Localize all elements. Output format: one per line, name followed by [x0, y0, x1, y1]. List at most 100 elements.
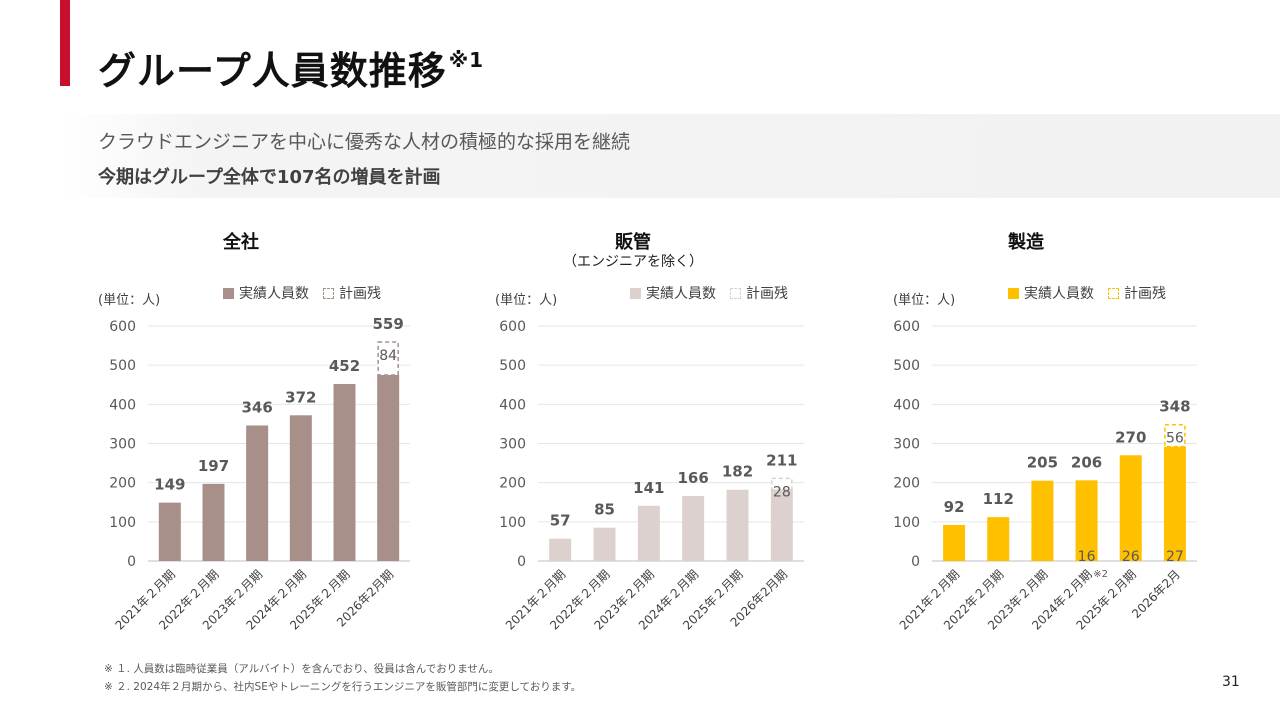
- y-tick-label-mfg: 500: [893, 358, 920, 374]
- bar-total-label-mfg: 206: [1071, 453, 1102, 471]
- bar-total-label-mfg: 270: [1115, 428, 1146, 446]
- legend-label-plan: 計画残: [339, 286, 381, 302]
- legend-swatch-actual: [1008, 287, 1019, 299]
- y-tick-label-mfg: 200: [893, 476, 920, 492]
- bar-plan-admin: [771, 477, 793, 491]
- bar-actual-all: [333, 383, 356, 561]
- y-tick-label-admin: 200: [499, 476, 526, 492]
- chart-title-admin: 販管: [615, 232, 651, 253]
- legend-label-actual: 実績人員数: [646, 286, 716, 302]
- y-tick-label-admin: 300: [499, 437, 526, 453]
- bar-actual-all: [289, 415, 312, 561]
- bar-actual-all: [158, 502, 181, 561]
- y-tick-label-mfg: 400: [893, 397, 920, 413]
- legend-admin: 実績人員数 計画残: [630, 283, 788, 303]
- unit-label-all: (単位：人): [98, 293, 161, 308]
- y-tick-label-admin: 0: [517, 554, 526, 570]
- y-tick-label-admin: 500: [499, 358, 526, 374]
- footnote-1: ※ １. 人員数は臨時従業員（アルバイト）を含んでおり、役員は含んでおりません。: [104, 663, 499, 675]
- inner-note-mark-mfg: ※2: [1093, 569, 1108, 580]
- bar-actual-admin: [549, 538, 572, 561]
- bar-total-label-all: 452: [329, 357, 360, 375]
- footnote-2: ※ ２. 2024年２月期から、社内SEやトレーニングを行うエンジニアを販管部門…: [104, 681, 582, 693]
- bar-total-label-mfg: 92: [944, 498, 965, 516]
- bar-total-label-admin: 141: [633, 479, 664, 497]
- y-tick-label-all: 0: [127, 554, 136, 570]
- bar-actual-admin: [726, 489, 749, 561]
- bar-inner-label-mfg: 26: [1122, 549, 1140, 565]
- bar-actual-admin: [593, 527, 616, 561]
- y-tick-label-all: 600: [109, 319, 136, 335]
- bar-actual-all: [202, 483, 225, 561]
- chart-title-mfg: 製造: [1008, 232, 1044, 253]
- bar-total-label-all: 149: [154, 476, 185, 494]
- bar-actual-all: [377, 374, 400, 561]
- bar-actual-mfg: [1163, 446, 1186, 561]
- bar-total-label-admin: 85: [594, 501, 615, 519]
- bar-total-label-admin: 211: [766, 451, 797, 469]
- legend-all: 実績人員数 計画残: [223, 283, 381, 303]
- y-tick-label-mfg: 300: [893, 437, 920, 453]
- legend-mfg: 実績人員数 計画残: [1008, 283, 1166, 303]
- bar-total-label-admin: 166: [678, 469, 709, 487]
- bar-actual-admin: [682, 495, 705, 561]
- y-tick-label-admin: 100: [499, 515, 526, 531]
- plan-value-label-mfg: 56: [1166, 431, 1184, 447]
- page-number: 31: [1222, 674, 1240, 690]
- bar-actual-admin: [637, 505, 660, 561]
- y-tick-label-mfg: 100: [893, 515, 920, 531]
- y-tick-label-mfg: 0: [911, 554, 920, 570]
- y-tick-label-mfg: 600: [893, 319, 920, 335]
- y-tick-label-all: 500: [109, 358, 136, 374]
- bar-total-label-admin: 182: [722, 463, 753, 481]
- unit-label-mfg: (単位：人): [893, 293, 956, 308]
- x-tick-label-mfg: 2026年2月: [1129, 567, 1183, 621]
- y-tick-label-all: 300: [109, 437, 136, 453]
- bar-actual-admin: [770, 489, 793, 561]
- bar-total-label-mfg: 348: [1159, 398, 1190, 416]
- y-tick-label-all: 100: [109, 515, 136, 531]
- bar-plan-all: [377, 341, 399, 376]
- legend-swatch-plan: [323, 287, 334, 299]
- bar-plan-mfg: [1164, 423, 1186, 448]
- bar-total-label-all: 346: [242, 398, 273, 416]
- plan-value-label-admin: 28: [773, 484, 791, 500]
- y-tick-label-all: 400: [109, 397, 136, 413]
- chart-title-all: 全社: [223, 232, 259, 253]
- bar-total-label-mfg: 205: [1027, 454, 1058, 472]
- plan-value-label-all: 84: [379, 348, 397, 364]
- page-title: グループ人員数推移 ※1: [98, 48, 485, 93]
- subtitle-band: [60, 114, 1280, 198]
- unit-label-admin: (単位：人): [495, 293, 558, 308]
- bar-actual-all: [246, 425, 269, 561]
- subtitle-line-2: 今期はグループ全体で107名の増員を計画: [98, 167, 441, 188]
- chart-subtitle-admin: （エンジニアを除く）: [563, 254, 703, 270]
- bar-actual-mfg: [1075, 480, 1098, 561]
- bar-inner-label-mfg: 27: [1166, 549, 1184, 565]
- bar-total-label-all: 372: [285, 388, 316, 406]
- legend-label-actual: 実績人員数: [1024, 286, 1094, 302]
- subtitle-line-1: クラウドエンジニアを中心に優秀な人材の積極的な採用を継続: [98, 131, 631, 153]
- legend-label-plan: 計画残: [746, 286, 788, 302]
- legend-label-plan: 計画残: [1124, 286, 1166, 302]
- legend-swatch-actual: [630, 287, 641, 299]
- accent-bar: [60, 0, 70, 86]
- title-footnote-mark: ※1: [448, 48, 485, 72]
- bar-total-label-admin: 57: [550, 512, 571, 530]
- y-tick-label-admin: 600: [499, 319, 526, 335]
- y-tick-label-admin: 400: [499, 397, 526, 413]
- bar-total-label-mfg: 112: [983, 490, 1014, 508]
- bar-total-label-all: 559: [373, 315, 404, 333]
- legend-swatch-plan: [1108, 287, 1119, 299]
- bar-actual-mfg: [943, 524, 966, 561]
- legend-swatch-actual: [223, 287, 234, 299]
- bar-total-label-all: 197: [198, 457, 229, 475]
- y-tick-label-all: 200: [109, 476, 136, 492]
- bar-actual-mfg: [987, 517, 1010, 561]
- legend-swatch-plan: [730, 287, 741, 299]
- bar-actual-mfg: [1031, 480, 1054, 561]
- legend-label-actual: 実績人員数: [239, 286, 309, 302]
- bar-actual-mfg: [1119, 455, 1142, 561]
- bar-inner-label-mfg: 16: [1078, 549, 1096, 565]
